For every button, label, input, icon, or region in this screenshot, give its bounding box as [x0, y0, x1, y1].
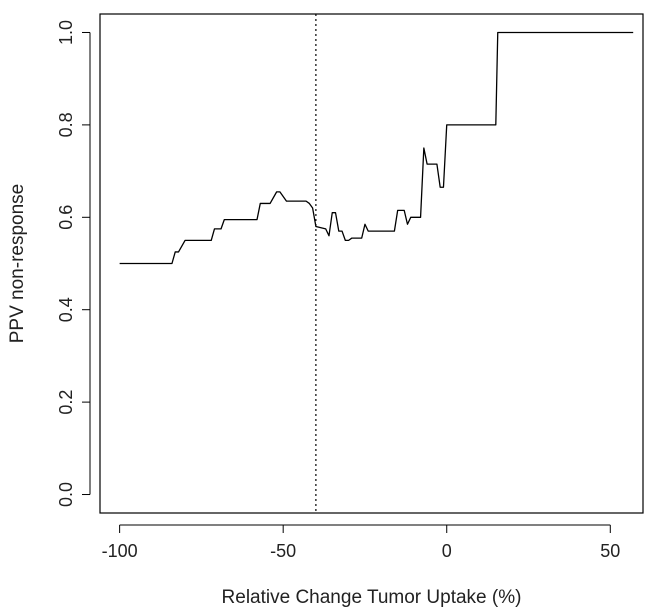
x-axis: -100 -50 0 50	[102, 524, 620, 561]
x-axis-title: Relative Change Tumor Uptake (%)	[222, 587, 522, 608]
plot-frame	[99, 13, 644, 514]
y-tick-label: 1.0	[56, 20, 76, 45]
y-axis: 0.0 0.2 0.4 0.6 0.8 1.0	[56, 20, 91, 507]
x-tick-label: 0	[442, 541, 452, 561]
y-tick-label: 0.0	[56, 482, 76, 507]
series-line-ppv	[119, 31, 634, 265]
x-tick-label: -50	[270, 541, 296, 561]
x-tick-label: -100	[102, 541, 138, 561]
y-tick-label: 0.2	[56, 390, 76, 415]
y-tick-label: 0.4	[56, 297, 76, 322]
y-axis-title: PPV non-response	[7, 184, 28, 344]
y-tick-label: 0.6	[56, 205, 76, 230]
y-tick-label: 0.8	[56, 112, 76, 137]
x-tick-label: 50	[600, 541, 620, 561]
